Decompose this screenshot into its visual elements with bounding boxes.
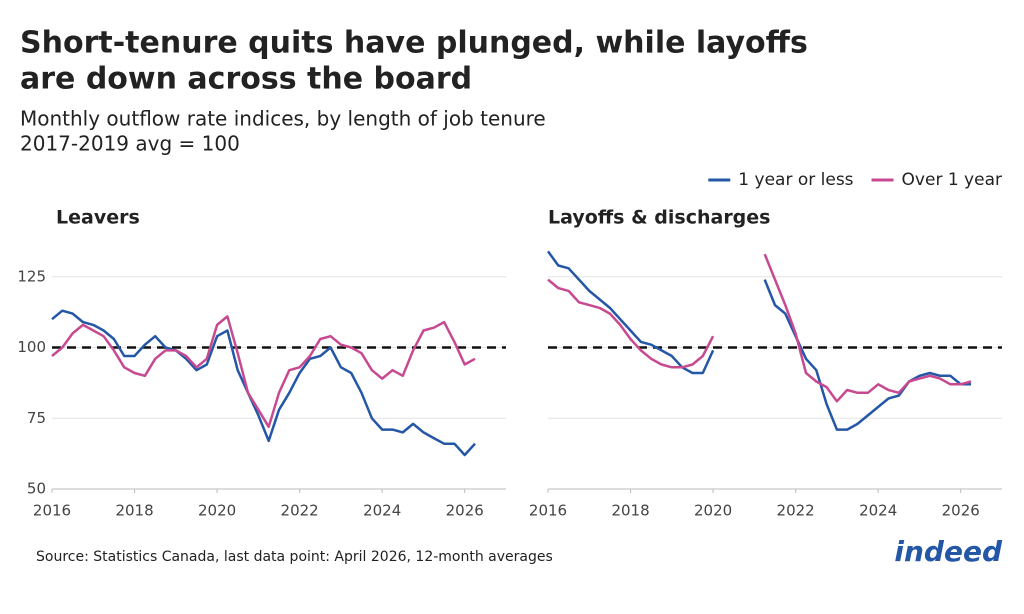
series-line <box>547 253 972 403</box>
y-tick-label: 50 <box>27 480 46 498</box>
series-line <box>51 315 476 429</box>
x-tick-label: 2020 <box>198 502 236 520</box>
x-tick-label: 2022 <box>777 502 815 520</box>
x-tick-label: 2018 <box>115 502 153 520</box>
x-tick-label: 2020 <box>694 502 732 520</box>
y-tick-label: 100 <box>17 338 46 356</box>
x-tick-label: 2026 <box>942 502 980 520</box>
subtitle-line: Monthly outflow rate indices, by length … <box>20 107 546 131</box>
series-line <box>546 250 971 431</box>
title-line: are down across the board <box>20 62 472 97</box>
legend-label: 1 year or less <box>738 170 853 190</box>
subtitle-line: 2017-2019 avg = 100 <box>20 132 240 156</box>
logo: indeed <box>894 535 1003 568</box>
panel-title: Layoffs & discharges <box>548 207 770 229</box>
series-line <box>51 309 476 457</box>
source: Source: Statistics Canada, last data poi… <box>36 549 553 565</box>
y-tick-label: 125 <box>17 267 46 285</box>
x-tick-label: 2022 <box>281 502 319 520</box>
x-tick-label: 2016 <box>529 502 567 520</box>
x-tick-label: 2018 <box>611 502 649 520</box>
y-tick-label: 75 <box>27 409 46 427</box>
panel-title: Leavers <box>56 207 140 229</box>
x-tick-label: 2024 <box>363 502 401 520</box>
legend-label: Over 1 year <box>902 170 1002 190</box>
x-tick-label: 2024 <box>859 502 897 520</box>
x-tick-label: 2026 <box>446 502 484 520</box>
x-tick-label: 2016 <box>33 502 71 520</box>
title-line: Short-tenure quits have plunged, while l… <box>20 26 808 61</box>
